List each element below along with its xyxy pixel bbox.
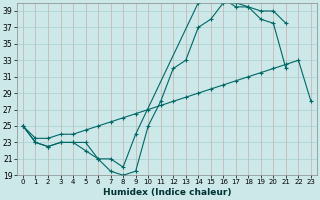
X-axis label: Humidex (Indice chaleur): Humidex (Indice chaleur) bbox=[103, 188, 231, 197]
